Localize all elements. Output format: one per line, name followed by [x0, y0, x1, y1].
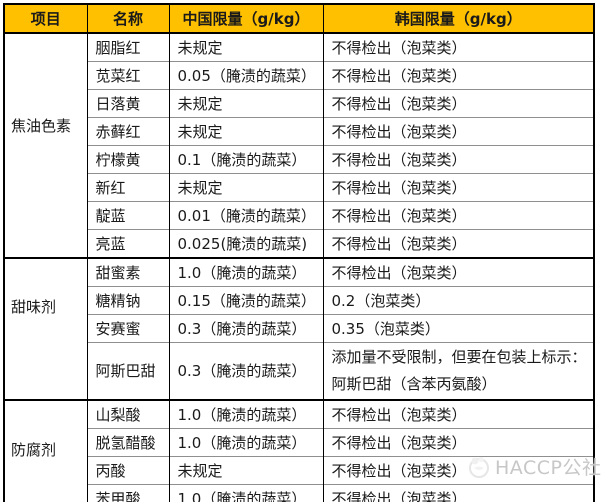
- additive-limits-table: 项目 名称 中国限量（g/kg） 韩国限量（g/kg） 焦油色素 胭脂红 未规定…: [3, 3, 595, 502]
- korea-limit-cell: 0.2（泡菜类）: [322, 286, 594, 315]
- additive-name-cell: 脱氢醋酸: [86, 428, 169, 457]
- china-limit-cell: 未规定: [168, 32, 323, 62]
- column-header-name: 名称: [86, 4, 169, 34]
- category-cell-preservatives: 防腐剂: [3, 399, 87, 502]
- table-row: 柠檬黄 0.1（腌渍的蔬菜） 不得检出（泡菜类）: [4, 145, 594, 174]
- korea-limit-cell: 不得检出（泡菜类）: [322, 399, 594, 429]
- korea-limit-cell: 不得检出（泡菜类）: [322, 456, 594, 485]
- china-limit-cell: 0.01（腌渍的蔬菜）: [168, 201, 323, 230]
- table-row: 苯甲酸 1.0（腌渍的蔬菜） 不得检出（泡菜类）: [4, 484, 594, 502]
- additive-name-cell: 山梨酸: [86, 399, 169, 429]
- korea-limit-cell: 不得检出（泡菜类）: [322, 201, 594, 230]
- korea-limit-cell: 0.35（泡菜类）: [322, 314, 594, 343]
- china-limit-cell: 0.025(腌渍的蔬菜): [168, 229, 323, 258]
- table-row: 防腐剂 山梨酸 1.0（腌渍的蔬菜） 不得检出（泡菜类）: [3, 399, 594, 502]
- korea-limit-cell: 不得检出（泡菜类）: [322, 145, 594, 174]
- table-row: 苋菜红 0.05（腌渍的蔬菜） 不得检出（泡菜类）: [4, 61, 594, 90]
- column-header-item: 项目: [3, 4, 87, 34]
- korea-limit-cell: 不得检出（泡菜类）: [322, 32, 594, 62]
- table-row: 赤藓红 未规定 不得检出（泡菜类）: [4, 117, 594, 146]
- additive-name-cell: 赤藓红: [86, 117, 169, 146]
- table-row: 安赛蜜 0.3（腌渍的蔬菜） 0.35（泡菜类）: [4, 314, 594, 343]
- column-header-korea-limit: 韩国限量（g/kg）: [322, 4, 594, 34]
- additive-name-cell: 靛蓝: [86, 201, 169, 230]
- additive-name-cell: 苯甲酸: [86, 484, 169, 502]
- china-limit-cell: 1.0（腌渍的蔬菜）: [168, 399, 323, 429]
- china-limit-cell: 未规定: [168, 117, 323, 146]
- table-row: 日落黄 未规定 不得检出（泡菜类）: [4, 89, 594, 118]
- table-row: 亮蓝 0.025(腌渍的蔬菜) 不得检出（泡菜类）: [4, 229, 594, 258]
- korea-limit-cell: 添加量不受限制，但要在包装上标示： 阿斯巴甜（含苯丙氨酸）: [322, 342, 594, 400]
- china-limit-cell: 0.05（腌渍的蔬菜）: [168, 61, 323, 90]
- additive-name-cell: 阿斯巴甜: [86, 342, 169, 400]
- additive-name-cell: 安赛蜜: [86, 314, 169, 343]
- additive-name-cell: 新红: [86, 173, 169, 202]
- korea-limit-cell: 不得检出（泡菜类）: [322, 229, 594, 258]
- table-row: 靛蓝 0.01（腌渍的蔬菜） 不得检出（泡菜类）: [4, 201, 594, 230]
- table-row: 脱氢醋酸 1.0（腌渍的蔬菜） 不得检出（泡菜类）: [4, 428, 594, 457]
- table-row: 阿斯巴甜 0.3（腌渍的蔬菜） 添加量不受限制，但要在包装上标示： 阿斯巴甜（含…: [4, 342, 594, 400]
- additive-name-cell: 糖精钠: [86, 286, 169, 315]
- china-limit-cell: 1.0（腌渍的蔬菜）: [168, 257, 323, 287]
- korea-limit-cell: 不得检出（泡菜类）: [322, 61, 594, 90]
- china-limit-cell: 未规定: [168, 456, 323, 485]
- table-row: 新红 未规定 不得检出（泡菜类）: [4, 173, 594, 202]
- china-limit-cell: 1.0（腌渍的蔬菜）: [168, 484, 323, 502]
- korea-limit-cell: 不得检出（泡菜类）: [322, 117, 594, 146]
- china-limit-cell: 0.15（腌渍的蔬菜）: [168, 286, 323, 315]
- table-row: 焦油色素 胭脂红 未规定 不得检出（泡菜类）: [3, 32, 594, 258]
- additive-name-cell: 亮蓝: [86, 229, 169, 258]
- korea-limit-cell: 不得检出（泡菜类）: [322, 173, 594, 202]
- china-limit-cell: 0.3（腌渍的蔬菜）: [168, 342, 323, 400]
- china-limit-cell: 未规定: [168, 89, 323, 118]
- additive-name-cell: 丙酸: [86, 456, 169, 485]
- category-cell-tar-colorants: 焦油色素: [3, 32, 87, 258]
- header-row: 项目 名称 中国限量（g/kg） 韩国限量（g/kg）: [3, 4, 594, 34]
- korea-limit-cell: 不得检出（泡菜类）: [322, 428, 594, 457]
- korea-limit-cell: 不得检出（泡菜类）: [322, 89, 594, 118]
- korea-limit-cell: 不得检出（泡菜类）: [322, 257, 594, 287]
- additive-name-cell: 胭脂红: [86, 32, 169, 62]
- china-limit-cell: 1.0（腌渍的蔬菜）: [168, 428, 323, 457]
- table-row: 糖精钠 0.15（腌渍的蔬菜） 0.2（泡菜类）: [4, 286, 594, 315]
- additive-name-cell: 苋菜红: [86, 61, 169, 90]
- china-limit-cell: 0.1（腌渍的蔬菜）: [168, 145, 323, 174]
- table-row: 丙酸 未规定 不得检出（泡菜类）: [4, 456, 594, 485]
- korea-limit-cell: 不得检出（泡菜类）: [322, 484, 594, 502]
- china-limit-cell: 未规定: [168, 173, 323, 202]
- additive-limits-table-container: 项目 名称 中国限量（g/kg） 韩国限量（g/kg） 焦油色素 胭脂红 未规定…: [3, 3, 595, 502]
- additive-name-cell: 日落黄: [86, 89, 169, 118]
- china-limit-cell: 0.3（腌渍的蔬菜）: [168, 314, 323, 343]
- additive-name-cell: 柠檬黄: [86, 145, 169, 174]
- additive-name-cell: 甜蜜素: [86, 257, 169, 287]
- category-cell-sweeteners: 甜味剂: [3, 257, 87, 400]
- column-header-china-limit: 中国限量（g/kg）: [168, 4, 323, 34]
- table-row: 甜味剂 甜蜜素 1.0（腌渍的蔬菜） 不得检出（泡菜类）: [3, 257, 594, 400]
